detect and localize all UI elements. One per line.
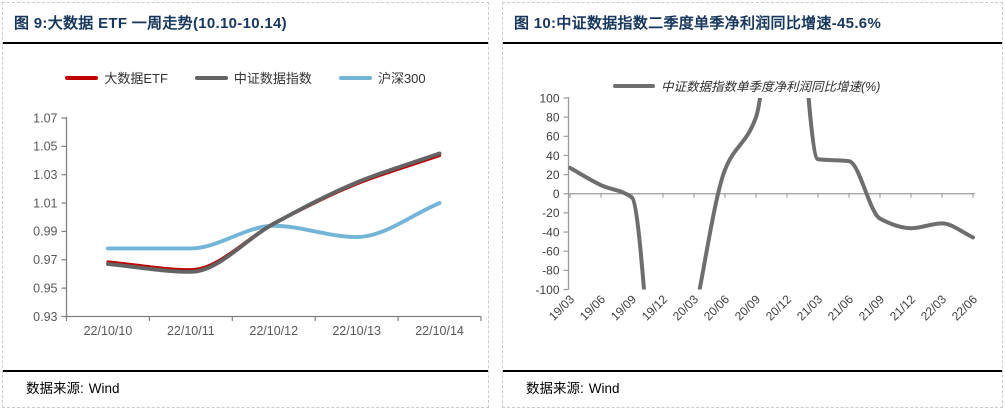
x-tick-label: 20/03 — [670, 292, 701, 323]
source-divider-line — [503, 370, 1002, 372]
x-tick-label: 19/09 — [608, 292, 639, 323]
x-tick-label: 21/06 — [825, 292, 856, 323]
x-tick-label: 19/06 — [577, 292, 608, 323]
figure-10-title: 图 10:中证数据指数二季度单季净利润同比增速-45.6% — [514, 15, 882, 32]
x-tick-label: 22/10/11 — [167, 324, 215, 338]
y-tick-label: -40 — [542, 225, 560, 239]
x-tick-label: 22/03 — [918, 292, 949, 323]
legend-item: 中证数据指数单季度净利润同比增速(%) — [613, 76, 880, 95]
legend-line-marker — [613, 83, 655, 88]
legend-label: 大数据ETF — [104, 71, 168, 86]
y-tick-label: 60 — [546, 130, 560, 144]
data-source-value: Wind — [588, 381, 620, 396]
y-tick-label: 0.99 — [33, 225, 57, 239]
x-tick-label: 21/03 — [794, 292, 825, 323]
x-tick-label: 22/10/13 — [332, 324, 381, 338]
y-tick-label: 1.05 — [33, 140, 57, 154]
figure-9-panel: 1.07 1.05 1.03 1.01 0.99 0.97 0.95 0.93 22/10/10… — [2, 2, 489, 408]
y-tick-label: -20 — [542, 206, 560, 220]
legend-label: 中证数据指数单季度净利润同比增速(%) — [661, 80, 881, 94]
legend-item: 沪深300 — [338, 68, 426, 87]
series-line-zhongzheng-index — [106, 151, 442, 274]
x-tick-label: 20/06 — [701, 292, 732, 323]
x-tick-label: 22/06 — [949, 292, 980, 323]
legend-line-marker — [194, 75, 228, 80]
x-tick-label: 22/10/10 — [84, 324, 133, 338]
y-tick-label: 0.97 — [33, 253, 57, 267]
title-divider-line — [3, 42, 488, 44]
y-tick-label: -80 — [542, 264, 560, 278]
x-tick-label: 22/10/14 — [415, 324, 464, 338]
legend-item: 中证数据指数 — [194, 68, 312, 87]
source-divider-line — [3, 370, 488, 372]
x-tick-label: 21/12 — [887, 292, 918, 323]
figure-10-legend: 中证数据指数单季度净利润同比增速(%) — [613, 76, 880, 95]
series-line-profit-growth — [568, 98, 975, 290]
y-tick-label: 0 — [553, 187, 560, 201]
y-tick-label: -100 — [535, 283, 559, 297]
data-source-row: 数据来源: Wind — [26, 377, 120, 397]
y-tick-label: 20 — [546, 168, 560, 182]
figure-9-legend: 大数据ETF 中证数据指数 沪深300 — [3, 68, 488, 87]
y-tick-label: 80 — [546, 110, 560, 124]
y-tick-label: 0.93 — [33, 310, 57, 324]
data-source-row: 数据来源: Wind — [526, 377, 620, 397]
y-tick-label: 1.01 — [33, 196, 57, 210]
legend-line-marker — [338, 75, 372, 80]
x-tick-label: 20/12 — [763, 292, 794, 323]
y-tick-label: -60 — [542, 245, 560, 259]
legend-label: 沪深300 — [377, 71, 426, 86]
x-tick-label: 22/10/12 — [249, 324, 298, 338]
series-line-dashuju-etf — [106, 154, 442, 272]
data-source-label: 数据来源: — [526, 381, 584, 396]
title-divider-line — [503, 42, 1002, 44]
data-source-value: Wind — [88, 381, 120, 396]
legend-line-marker — [65, 75, 99, 80]
x-tick-label: 21/09 — [856, 292, 887, 323]
y-tick-label: 1.07 — [33, 111, 57, 125]
figure-10-panel: 100 80 60 40 20 0 -20 -40 -60 -80 -100 19/03 19/06 19… — [502, 2, 1003, 408]
x-tick-label: 20/09 — [732, 292, 763, 323]
y-tick-label: 40 — [546, 149, 560, 163]
y-tick-label: 100 — [539, 91, 559, 105]
etf-week-line-chart: 1.07 1.05 1.03 1.01 0.99 0.97 0.95 0.93 22/10/10… — [33, 111, 482, 338]
y-tick-label: 1.03 — [33, 168, 57, 182]
data-source-label: 数据来源: — [26, 381, 84, 396]
legend-item: 大数据ETF — [65, 68, 168, 87]
legend-label: 中证数据指数 — [233, 71, 312, 86]
x-tick-label: 19/12 — [639, 292, 670, 323]
y-tick-label: 0.95 — [33, 281, 57, 295]
figure-9-title: 图 9:大数据 ETF 一周走势(10.10-10.14) — [14, 15, 287, 32]
